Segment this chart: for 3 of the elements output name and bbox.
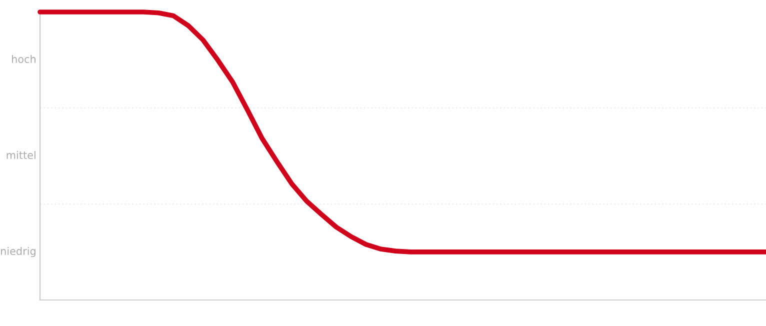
text: niedrig [1,246,36,258]
text: hoch [12,54,36,64]
text: mittel [6,150,36,160]
